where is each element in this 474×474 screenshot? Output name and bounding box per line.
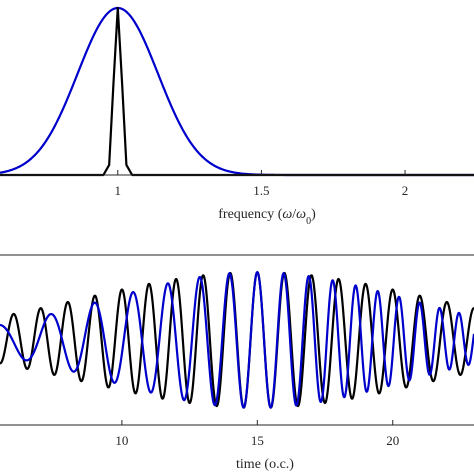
spectrum-panel: 1 1.5 2 frequency (ω/ω0) — [0, 0, 474, 227]
spectrum-tick-label-1: 1.5 — [253, 183, 269, 198]
spectrum-plot-area — [0, 0, 474, 175]
time-series-1 — [0, 271, 474, 409]
spectrum-series-1 — [0, 6, 474, 177]
time-panel: 10 15 20 time (o.c.) — [0, 254, 474, 472]
time-x-axis-label: time (o.c.) — [236, 457, 294, 472]
spectrum-x-axis-label: frequency (ω/ω0) — [218, 207, 316, 227]
spectrum-tick-label-2: 2 — [402, 183, 409, 198]
time-series-group — [0, 271, 474, 409]
time-tick-label-2: 20 — [386, 433, 399, 448]
spectrum-ticks: 1 1.5 2 — [115, 170, 409, 198]
spectrum-tick-label-0: 1 — [115, 183, 122, 198]
time-ticks: 10 15 20 — [115, 420, 399, 448]
time-tick-label-1: 15 — [251, 433, 264, 448]
time-tick-label-0: 10 — [115, 433, 128, 448]
